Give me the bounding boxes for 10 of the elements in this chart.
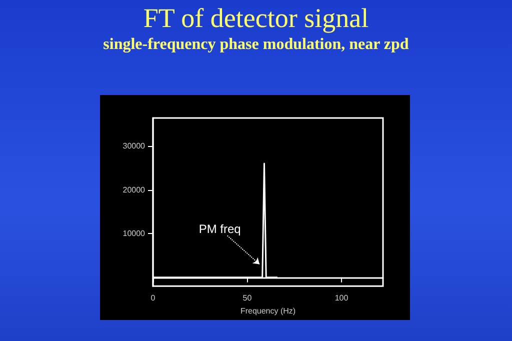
x-tick-label: 0 — [150, 294, 156, 303]
y-tick-label: 30000 — [122, 142, 146, 151]
y-tick-label: 10000 — [122, 229, 146, 238]
x-tick-label: 100 — [334, 294, 349, 303]
chart-subtitle: single-frequency phase modulation, near zpd — [102, 35, 410, 55]
x-axis-title: Frequency (Hz) — [240, 306, 296, 316]
y-tick-label: 20000 — [122, 185, 146, 194]
x-tick-label: 50 — [242, 294, 252, 303]
annotation: PM freq — [198, 222, 241, 236]
chart-title: FT of detector signal — [142, 2, 370, 34]
